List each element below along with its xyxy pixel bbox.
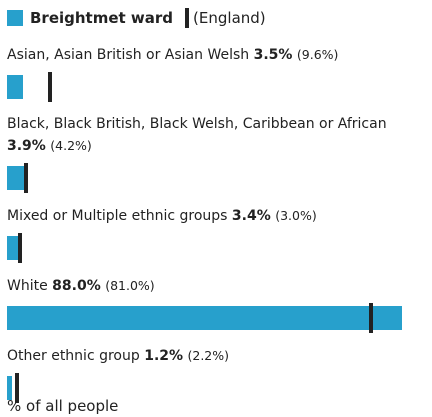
bar-track [7,233,402,263]
category-label: White [7,278,48,294]
comparison-marker [368,303,373,333]
row-label: Other ethnic group 1.2% (2.2%) [7,345,407,367]
comparison-label: (2.2%) [187,348,229,363]
comparison-marker [23,163,28,193]
bar-track [7,72,402,102]
legend-swatch [185,8,190,28]
row-label: Mixed or Multiple ethnic groups 3.4% (3.… [7,205,407,227]
bar [7,306,402,330]
comparison-label: (81.0%) [105,278,155,293]
bar-track [7,373,402,403]
category-label: Other ethnic group [7,348,140,364]
comparison-label: (9.6%) [296,47,339,62]
category-label: Mixed or Multiple ethnic groups [7,208,228,224]
legend-label: Breightmet ward [30,9,174,27]
value-label: 3.9% [7,138,46,154]
category-label: Asian, Asian British or Asian Welsh [7,47,250,63]
legend-swatch [7,10,23,26]
rows: Asian, Asian British or Asian Welsh 3.5%… [7,44,422,415]
bar-track [7,163,402,193]
comparison-label: (3.0%) [275,208,317,223]
value-label: 3.5% [253,47,293,63]
bar [7,236,23,260]
row-label: Black, Black British, Black Welsh, Carib… [7,114,407,157]
bar [7,166,25,190]
row-label: Asian, Asian British or Asian Welsh 3.5%… [7,44,407,66]
comparison-label: (4.2%) [50,138,92,153]
row-label: White 88.0% (81.0%) [7,275,407,297]
bar [7,376,13,400]
axis-label: % of all people [7,397,119,415]
legend-label: (England) [193,9,266,27]
bar-track [7,303,402,333]
comparison-marker [14,373,19,403]
legend: Breightmet ward (England) [7,8,266,28]
value-label: 3.4% [231,208,271,224]
comparison-marker [48,72,53,102]
comparison-marker [18,233,23,263]
category-label: Black, Black British, Black Welsh, Carib… [7,116,387,132]
value-label: 1.2% [144,348,184,364]
bar [7,75,23,99]
value-label: 88.0% [52,278,101,294]
